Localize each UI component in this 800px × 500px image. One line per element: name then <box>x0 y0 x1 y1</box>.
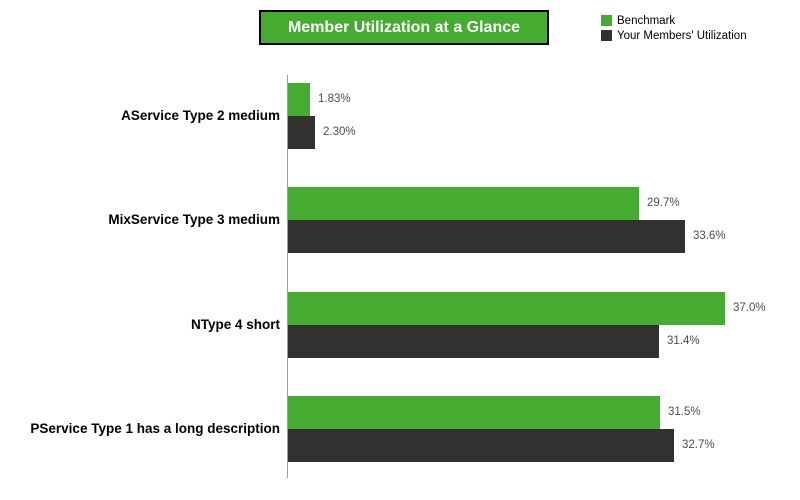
value-label: 37.0% <box>733 301 766 314</box>
legend-label-benchmark: Benchmark <box>617 14 676 27</box>
legend-item-members: Your Members' Utilization <box>601 28 747 43</box>
value-label: 1.83% <box>318 92 351 105</box>
chart-title-box: Member Utilization at a Glance <box>259 10 549 45</box>
legend-swatch-members <box>601 30 612 41</box>
category-label: MixService Type 3 medium <box>108 212 280 227</box>
value-label: 2.30% <box>323 125 356 138</box>
bar-members <box>288 220 685 253</box>
legend-label-members: Your Members' Utilization <box>617 29 747 42</box>
bar-members <box>288 429 674 462</box>
y-axis-line <box>287 75 288 478</box>
category-label: PService Type 1 has a long description <box>30 421 280 436</box>
category-label: AService Type 2 medium <box>121 108 280 123</box>
value-label: 33.6% <box>693 229 726 242</box>
value-label: 32.7% <box>682 438 715 451</box>
value-label: 29.7% <box>647 196 680 209</box>
bar-members <box>288 116 315 149</box>
bar-benchmark <box>288 83 310 116</box>
bar-benchmark <box>288 187 639 220</box>
legend-item-benchmark: Benchmark <box>601 13 747 28</box>
chart-title: Member Utilization at a Glance <box>287 18 521 36</box>
value-label: 31.5% <box>668 405 701 418</box>
legend: Benchmark Your Members' Utilization <box>601 13 747 43</box>
bar-members <box>288 325 659 358</box>
legend-swatch-benchmark <box>601 15 612 26</box>
category-label: NType 4 short <box>190 317 280 332</box>
bar-benchmark <box>288 292 725 325</box>
bar-benchmark <box>288 396 660 429</box>
value-label: 31.4% <box>667 334 700 347</box>
